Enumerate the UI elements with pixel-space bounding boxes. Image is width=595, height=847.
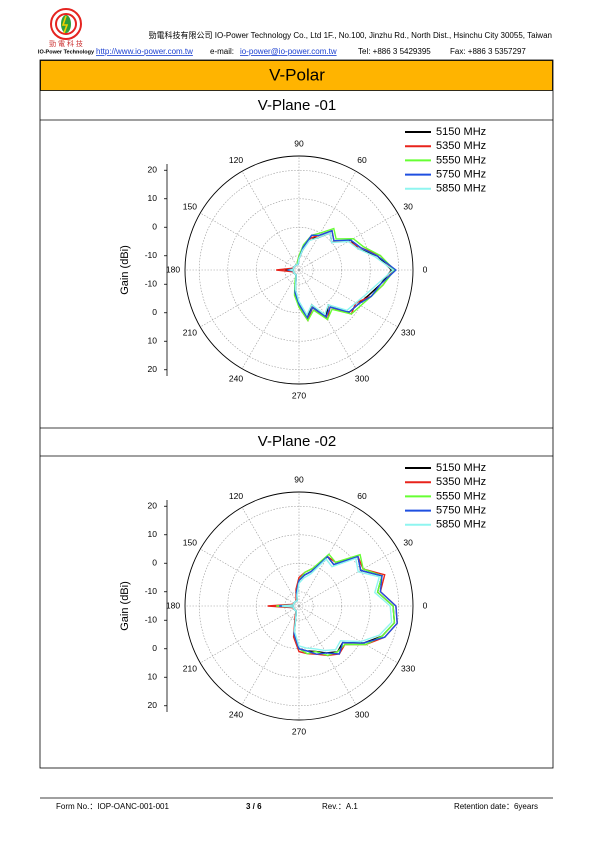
- gain-tick-label: 0: [152, 558, 157, 568]
- logo: 勁 電 科 技 IO-Power Technology: [38, 8, 95, 55]
- chart-heading: V-Plane -02: [258, 433, 336, 450]
- gain-tick-label: -10: [145, 615, 158, 625]
- pattern-line: [288, 231, 395, 317]
- gain-tick-label: 20: [148, 501, 158, 511]
- logo-ring: [55, 13, 77, 35]
- chart-heading: V-Plane -01: [258, 97, 336, 114]
- gain-tick-label: 10: [148, 336, 158, 346]
- email-label: e-mail:: [210, 47, 234, 56]
- angle-tick-label: 330: [401, 327, 415, 337]
- gain-tick-label: 0: [152, 643, 157, 653]
- retention: Retention date：6years: [454, 802, 538, 811]
- angle-tick-label: 120: [229, 155, 243, 165]
- website-link[interactable]: http://www.io-power.com.tw: [96, 47, 193, 56]
- logo-bolt: [61, 15, 69, 34]
- angle-tick-label: 270: [292, 390, 306, 400]
- angle-tick-label: 60: [357, 155, 367, 165]
- pattern-line: [279, 555, 398, 655]
- grid-spoke: [298, 171, 357, 271]
- angle-tick-label: 90: [294, 138, 304, 148]
- grid-spoke: [298, 548, 398, 607]
- fax: Fax: +886 3 5357297: [450, 47, 526, 56]
- legend-label: 5550 MHz: [436, 154, 486, 166]
- grid-ring: [284, 591, 314, 621]
- y-axis-label: Gain (dBi): [119, 245, 131, 295]
- grid-spoke: [241, 605, 300, 705]
- grid-spoke: [200, 605, 300, 664]
- angle-tick-label: 180: [166, 264, 180, 274]
- legend-label: 5350 MHz: [436, 140, 486, 152]
- grid-spoke: [298, 605, 357, 705]
- y-axis-label: Gain (dBi): [119, 581, 131, 631]
- gain-tick-label: 0: [152, 307, 157, 317]
- gain-tick-label: 10: [148, 529, 158, 539]
- angle-tick-label: 300: [355, 709, 369, 719]
- pattern-line: [281, 557, 393, 652]
- legend-label: 5150 MHz: [436, 462, 486, 474]
- gain-tick-label: 10: [148, 672, 158, 682]
- gain-tick-label: -10: [145, 279, 158, 289]
- angle-tick-label: 300: [355, 373, 369, 383]
- outer-circle: [184, 155, 414, 385]
- legend-label: 5150 MHz: [436, 126, 486, 138]
- angle-tick-label: 150: [183, 201, 197, 211]
- logo-en: IO-Power Technology: [38, 49, 95, 55]
- angle-tick-label: 210: [183, 327, 197, 337]
- grid-spoke: [200, 212, 300, 271]
- page-frame: [39, 59, 554, 769]
- grid-spoke: [241, 507, 300, 607]
- gain-tick-label: 20: [148, 165, 158, 175]
- angle-tick-label: 210: [183, 663, 197, 673]
- grid-spoke: [298, 605, 398, 664]
- grid-spoke: [200, 269, 300, 328]
- gain-tick-label: 20: [148, 364, 158, 374]
- angle-tick-label: 120: [229, 491, 243, 501]
- gain-tick-label: 10: [148, 193, 158, 203]
- angle-tick-label: 150: [183, 537, 197, 547]
- angle-tick-label: 60: [357, 491, 367, 501]
- angle-tick-label: 270: [292, 726, 306, 736]
- gain-tick-label: 0: [152, 222, 157, 232]
- logo-cn: 勁 電 科 技: [49, 39, 83, 48]
- angle-tick-label: 0: [423, 264, 428, 274]
- page-number: 3 / 6: [246, 802, 262, 811]
- company-address: 勁電科技有限公司 IO-Power Technology Co., Ltd 1F…: [149, 30, 552, 40]
- legend-label: 5850 MHz: [436, 183, 486, 195]
- angle-tick-label: 240: [229, 373, 243, 383]
- title-bar: [40, 60, 553, 91]
- angle-tick-label: 0: [423, 600, 428, 610]
- gain-tick-label: -10: [145, 586, 158, 596]
- grid-spoke: [200, 548, 300, 607]
- logo-ring: [50, 8, 82, 40]
- tel: Tel: +886 3 5429395: [358, 47, 431, 56]
- legend-label: 5750 MHz: [436, 505, 486, 517]
- angle-tick-label: 180: [166, 600, 180, 610]
- grid-spoke: [241, 171, 300, 271]
- pattern-line: [276, 553, 396, 657]
- outer-circle: [184, 491, 414, 721]
- revision: Rev.：A.1: [322, 802, 358, 811]
- angle-tick-label: 90: [294, 474, 304, 484]
- grid-spoke: [298, 269, 398, 328]
- legend-label: 5750 MHz: [436, 169, 486, 181]
- email-link[interactable]: io-power@io-power.com.tw: [240, 47, 337, 56]
- grid-ring: [227, 198, 371, 342]
- logo-mark: [61, 15, 71, 33]
- angle-tick-label: 30: [403, 201, 413, 211]
- page-title: V-Polar: [269, 65, 325, 84]
- legend-label: 5350 MHz: [436, 476, 486, 488]
- legend-label: 5850 MHz: [436, 519, 486, 531]
- gain-tick-label: 20: [148, 700, 158, 710]
- pattern-line: [287, 229, 397, 320]
- legend-label: 5550 MHz: [436, 490, 486, 502]
- form-no: Form No.：IOP-OANC-001-001: [56, 802, 169, 811]
- gain-tick-label: -10: [145, 250, 158, 260]
- angle-tick-label: 240: [229, 709, 243, 719]
- angle-tick-label: 30: [403, 537, 413, 547]
- grid-spoke: [241, 269, 300, 369]
- angle-tick-label: 330: [401, 663, 415, 673]
- grid-ring: [227, 534, 371, 678]
